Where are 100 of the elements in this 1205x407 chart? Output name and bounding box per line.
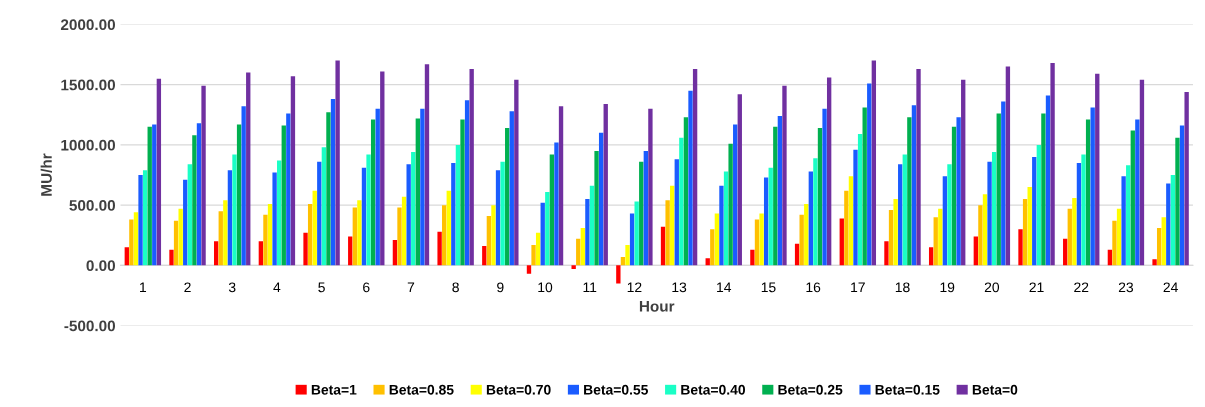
bar (1018, 229, 1023, 266)
bar (401, 196, 407, 266)
x-tick-label: 17 (851, 282, 865, 293)
bar (853, 149, 858, 266)
bar (911, 105, 917, 266)
bar (973, 236, 979, 266)
bar (526, 265, 532, 274)
bar (799, 214, 804, 266)
bar (826, 77, 832, 266)
x-tick-label: 19 (940, 282, 955, 293)
bar (509, 111, 514, 266)
bar (531, 244, 536, 266)
bar (397, 207, 402, 266)
bar (1184, 91, 1189, 266)
x-tick-label: 6 (363, 282, 370, 293)
legend-label: Beta=0.25 (778, 384, 843, 395)
bar (1116, 208, 1122, 266)
bar (286, 113, 291, 266)
bar (822, 108, 827, 266)
bar (1135, 119, 1140, 266)
bar (420, 108, 425, 266)
bar (933, 217, 938, 266)
bar (1085, 119, 1091, 266)
bar (692, 68, 698, 266)
bar (737, 94, 742, 266)
bar (317, 161, 322, 266)
bar (1022, 199, 1028, 266)
bar (469, 68, 474, 266)
x-tick-label: 9 (497, 282, 504, 293)
bar (728, 143, 733, 266)
bar (1139, 79, 1145, 266)
bar (603, 103, 608, 266)
bar (223, 200, 228, 266)
bar (535, 232, 541, 266)
bar (1112, 220, 1117, 266)
bar (1121, 176, 1126, 266)
bar (415, 118, 420, 266)
x-tick-label: 13 (672, 282, 687, 293)
bar (723, 171, 729, 266)
bar (406, 164, 411, 266)
bar (594, 150, 599, 266)
bar (978, 205, 983, 266)
bar (782, 85, 787, 266)
bar (437, 231, 442, 266)
bar (839, 218, 844, 266)
bar (281, 125, 286, 266)
bar (258, 241, 264, 266)
y-tick-label: 500.00 (69, 200, 116, 211)
bar (688, 90, 693, 266)
bar (996, 113, 1001, 266)
bar (867, 83, 872, 266)
bar (1001, 101, 1006, 266)
bar (956, 117, 961, 266)
y-tick-label: 1000.00 (61, 139, 116, 151)
bar (290, 76, 296, 266)
bar (307, 203, 313, 266)
bar (902, 154, 907, 266)
bar (768, 167, 773, 266)
bar (1179, 125, 1185, 266)
bar (303, 232, 308, 266)
bar (1166, 183, 1171, 266)
bar (1081, 154, 1086, 266)
bar (424, 64, 430, 266)
bar (665, 200, 670, 266)
bar (589, 185, 595, 266)
bar (813, 158, 818, 266)
bar (898, 164, 903, 266)
bar (246, 72, 251, 266)
bar (272, 172, 277, 266)
bar (1175, 137, 1180, 266)
bar (777, 115, 783, 266)
bar (987, 161, 992, 266)
x-tick-label: 20 (984, 282, 1000, 293)
bar (232, 154, 237, 266)
bar (804, 203, 809, 266)
bar (460, 119, 465, 266)
bar (173, 220, 179, 266)
bar (884, 241, 889, 266)
bar (1027, 187, 1032, 266)
legend-label: Beta=0 (972, 384, 1018, 395)
bar (124, 247, 129, 266)
bar (1067, 208, 1072, 266)
bar (763, 177, 769, 266)
bar (446, 190, 451, 266)
bar (1041, 113, 1046, 266)
bar (1130, 130, 1135, 266)
x-tick-label: 18 (895, 282, 910, 293)
bar (1076, 162, 1082, 266)
bar (277, 160, 282, 266)
bar (442, 205, 447, 266)
bar (639, 161, 644, 266)
bar (366, 154, 371, 266)
bar (152, 124, 157, 266)
bar (674, 159, 679, 266)
bar (1152, 259, 1157, 266)
x-tick-label: 15 (761, 282, 776, 293)
bar (464, 100, 470, 266)
x-tick-label: 23 (1118, 282, 1134, 293)
bar (326, 112, 331, 266)
bar (1045, 95, 1051, 266)
